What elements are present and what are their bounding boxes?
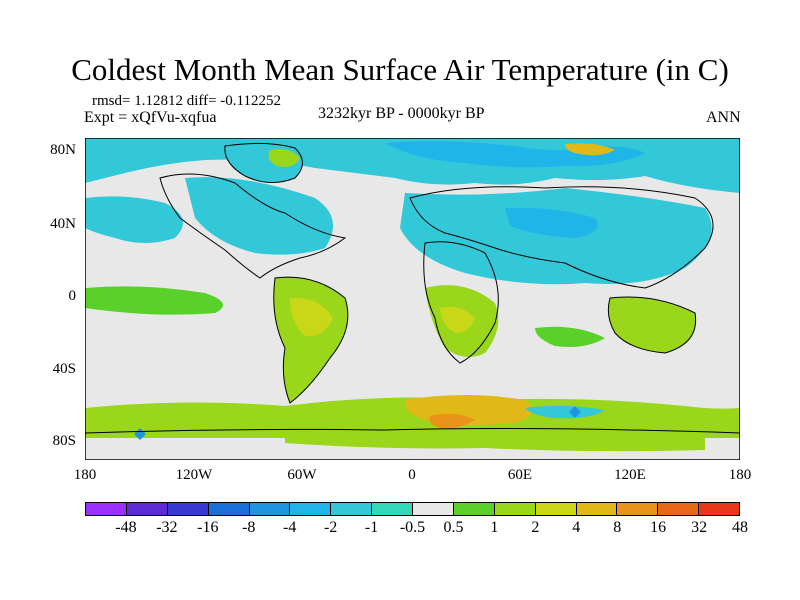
rmsd-diff-text: rmsd= 1.12812 diff= -0.112252: [92, 93, 281, 109]
colorbar-swatch: [372, 503, 413, 515]
colorbar-label: 48: [732, 519, 748, 536]
x-tick-label: 180: [73, 467, 97, 483]
experiment-text: Expt = xQfVu-xqfua: [84, 109, 217, 126]
colorbar-swatch: [658, 503, 700, 515]
southern-ocean-hot: [429, 413, 475, 429]
colorbar-label: -16: [197, 519, 219, 536]
colorbar-label: -0.5: [399, 519, 426, 536]
colorbar-swatch: [535, 503, 577, 515]
colorbar-swatch: [494, 503, 536, 515]
colorbar-label: -2: [323, 519, 338, 536]
north-pacific-field: [85, 196, 183, 243]
southern-ocean-cyan: [525, 405, 605, 419]
south-pacific-patch: [535, 326, 605, 347]
colorbar: [85, 502, 740, 516]
australia-field: [608, 297, 696, 353]
colorbar-label: -4: [283, 519, 297, 536]
colorbar-label: -8: [242, 519, 256, 536]
colorbar-label: -1: [364, 519, 379, 536]
x-tick-label: 60W: [287, 467, 317, 483]
colorbar-swatch: [208, 503, 250, 515]
south-america-warm: [290, 297, 333, 337]
colorbar-swatch: [331, 503, 373, 515]
colorbar-swatch: [86, 503, 127, 515]
colorbar-label: -32: [156, 519, 178, 536]
y-tick-label: 0: [68, 288, 77, 304]
y-tick-label: 40S: [52, 361, 76, 377]
colorbar-swatch: [167, 503, 209, 515]
colorbar-swatch: [249, 503, 291, 515]
colorbar-label: 2: [531, 519, 540, 536]
colorbar-label: 1: [490, 519, 499, 536]
colorbar-label: 0.5: [443, 519, 464, 536]
x-tick-label: 120E: [614, 467, 646, 483]
colorbar-swatch: [290, 503, 332, 515]
x-tick-label: 60E: [507, 467, 533, 483]
y-tick-label: 80N: [50, 142, 76, 158]
coastlines: [85, 142, 740, 434]
colorbar-label: 32: [691, 519, 708, 536]
colorbar-swatch: [617, 503, 659, 515]
colorbar-label: 4: [572, 519, 581, 536]
tropical-band: [85, 286, 223, 315]
colorbar-swatch: [453, 503, 495, 515]
y-tick-label: 40N: [50, 216, 76, 232]
colorbar-label: 8: [613, 519, 622, 536]
temperature-anomaly-map: [85, 138, 740, 460]
colorbar-label: 16: [650, 519, 667, 536]
colorbar-swatch: [126, 503, 168, 515]
page-title: Coldest Month Mean Surface Air Temperatu…: [71, 52, 729, 87]
period-label: 3232kyr BP - 0000kyr BP: [318, 105, 485, 122]
colorbar-label: -48: [115, 519, 137, 536]
arctic-blue-patch: [385, 141, 645, 168]
africa-warm: [440, 306, 475, 333]
colorbar-swatch: [413, 503, 454, 515]
eurasia-blue-patch: [505, 207, 598, 238]
season-label: ANN: [706, 109, 741, 126]
north-america-field: [185, 177, 333, 255]
antarctic-warm: [285, 429, 705, 452]
colorbar-swatch: [699, 503, 739, 515]
x-tick-label: 180: [728, 467, 752, 483]
antarctic-blue-spot: [569, 406, 581, 418]
x-tick-label: 120W: [175, 467, 213, 483]
x-tick-label: 0: [408, 467, 416, 483]
y-tick-label: 80S: [52, 433, 76, 449]
colorbar-swatch: [576, 503, 618, 515]
arctic-warm-patch: [565, 143, 615, 156]
greenland-warm-patch: [268, 149, 300, 167]
